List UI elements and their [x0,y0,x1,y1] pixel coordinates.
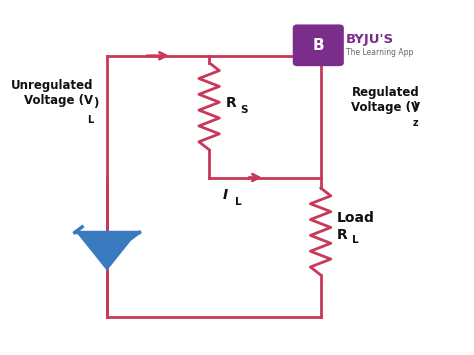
Text: Regulated: Regulated [352,86,419,99]
Text: B: B [312,38,324,53]
Text: L: L [87,115,93,125]
Text: z: z [412,118,418,129]
Text: Load: Load [337,211,375,224]
Text: S: S [241,105,248,115]
Text: I: I [223,188,228,202]
Text: ): ) [93,97,99,110]
Text: Unregulated: Unregulated [10,79,93,92]
Text: The Learning App: The Learning App [346,48,413,58]
Text: R: R [337,228,347,242]
Text: L: L [235,197,241,207]
FancyBboxPatch shape [293,24,344,66]
Text: Voltage (V: Voltage (V [24,94,93,108]
Text: BYJU'S: BYJU'S [346,33,394,45]
Text: R: R [226,96,236,110]
Text: L: L [352,235,359,245]
Polygon shape [78,233,136,269]
Text: Voltage (V: Voltage (V [351,102,420,114]
Text: ): ) [412,102,418,114]
